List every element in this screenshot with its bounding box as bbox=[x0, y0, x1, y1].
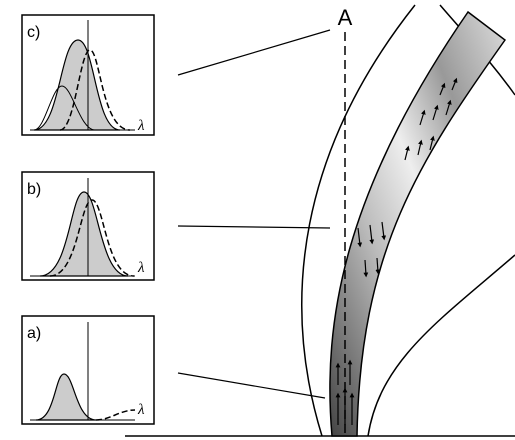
panel: c) λ bbox=[22, 15, 154, 135]
connector bbox=[178, 373, 325, 398]
axis-label: λ bbox=[137, 260, 145, 276]
section-label: A bbox=[338, 5, 353, 30]
axis-label: λ bbox=[137, 402, 145, 418]
diagram: A c) λ b) λ a) λ bbox=[0, 0, 515, 440]
connector bbox=[178, 226, 330, 228]
connector bbox=[178, 30, 330, 75]
envelope-right bbox=[368, 255, 515, 436]
panel: b) λ bbox=[22, 172, 154, 280]
panel-label: c) bbox=[27, 24, 40, 41]
jet bbox=[330, 12, 505, 436]
panel-label: a) bbox=[27, 325, 41, 342]
axis-label: λ bbox=[137, 118, 145, 134]
panel-label: b) bbox=[27, 181, 41, 198]
panel: a) λ bbox=[22, 316, 154, 424]
